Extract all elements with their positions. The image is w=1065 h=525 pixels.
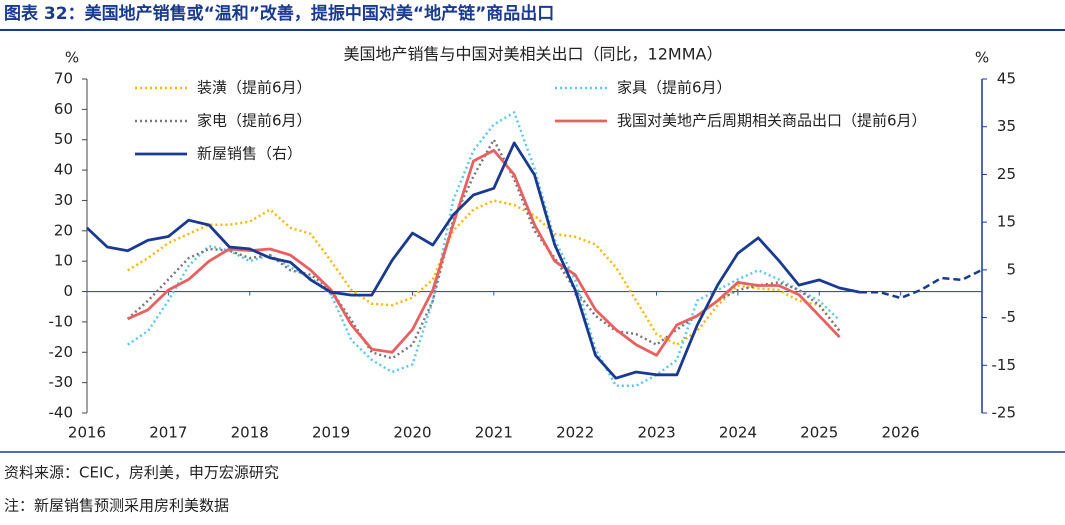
x-tick-label: 2026 [882, 424, 920, 442]
x-tick-label: 2017 [149, 424, 187, 442]
x-tick-label: 2024 [719, 424, 757, 442]
y-tick-label: 40 [54, 161, 73, 179]
series-line [86, 141, 861, 380]
figure-title: 图表 32：美国地产销售或“温和”改善，提振中国对美“地产链”商品出口 [4, 3, 554, 24]
x-tick-label: 2025 [800, 424, 838, 442]
y-tick-label: 20 [54, 221, 73, 239]
y-tick-label: 30 [54, 191, 73, 209]
y-label: % [65, 49, 79, 67]
y-tick-label: 10 [54, 252, 73, 270]
source-note: 资料来源：CEIC，房利美，申万宏源研究 [4, 464, 279, 482]
series-line [127, 111, 841, 387]
x-tick-label: 2023 [637, 424, 675, 442]
series-line [127, 149, 841, 357]
y2-tick-label: -25 [992, 404, 1017, 422]
y-tick-label: -10 [49, 312, 74, 330]
x-tick-label: 2016 [68, 424, 106, 442]
y-tick-label: -40 [49, 404, 74, 422]
y2-label: % [975, 49, 989, 67]
x-tick-label: 2021 [475, 424, 513, 442]
y-tick-label: 60 [54, 100, 73, 118]
x-tick-label: 2019 [312, 424, 350, 442]
footnote: 注：新屋销售预测采用房利美数据 [4, 497, 229, 515]
y2-tick-label: 5 [1006, 260, 1016, 278]
series-line [126, 138, 841, 360]
legend-label: 新屋销售（右） [197, 145, 302, 163]
y-tick-label: 70 [54, 70, 73, 88]
chart-title: 美国地产销售与中国对美相关出口（同比，12MMA） [344, 45, 723, 64]
y-tick-label: -30 [49, 373, 74, 391]
y-tick-label: 50 [54, 130, 73, 148]
x-tick-label: 2020 [393, 424, 431, 442]
y-tick-label: -20 [49, 343, 74, 361]
y2-tick-label: -15 [992, 356, 1017, 374]
legend-label: 家电（提前6月） [197, 112, 312, 130]
x-tick-label: 2022 [556, 424, 594, 442]
legend-label: 装潢（提前6月） [197, 79, 312, 97]
series-line [860, 268, 983, 300]
legend-label: 家具（提前6月） [617, 79, 732, 97]
y2-tick-label: 15 [997, 213, 1016, 231]
y2-tick-label: -5 [1001, 308, 1016, 326]
y-tick-label: 0 [63, 282, 73, 300]
y2-tick-label: 45 [997, 70, 1016, 88]
x-tick-label: 2018 [231, 424, 269, 442]
legend-label: 我国对美地产后周期相关商品出口（提前6月） [617, 112, 927, 130]
y2-tick-label: 25 [997, 165, 1016, 183]
series-line [127, 199, 841, 346]
y2-tick-label: 35 [997, 117, 1016, 135]
